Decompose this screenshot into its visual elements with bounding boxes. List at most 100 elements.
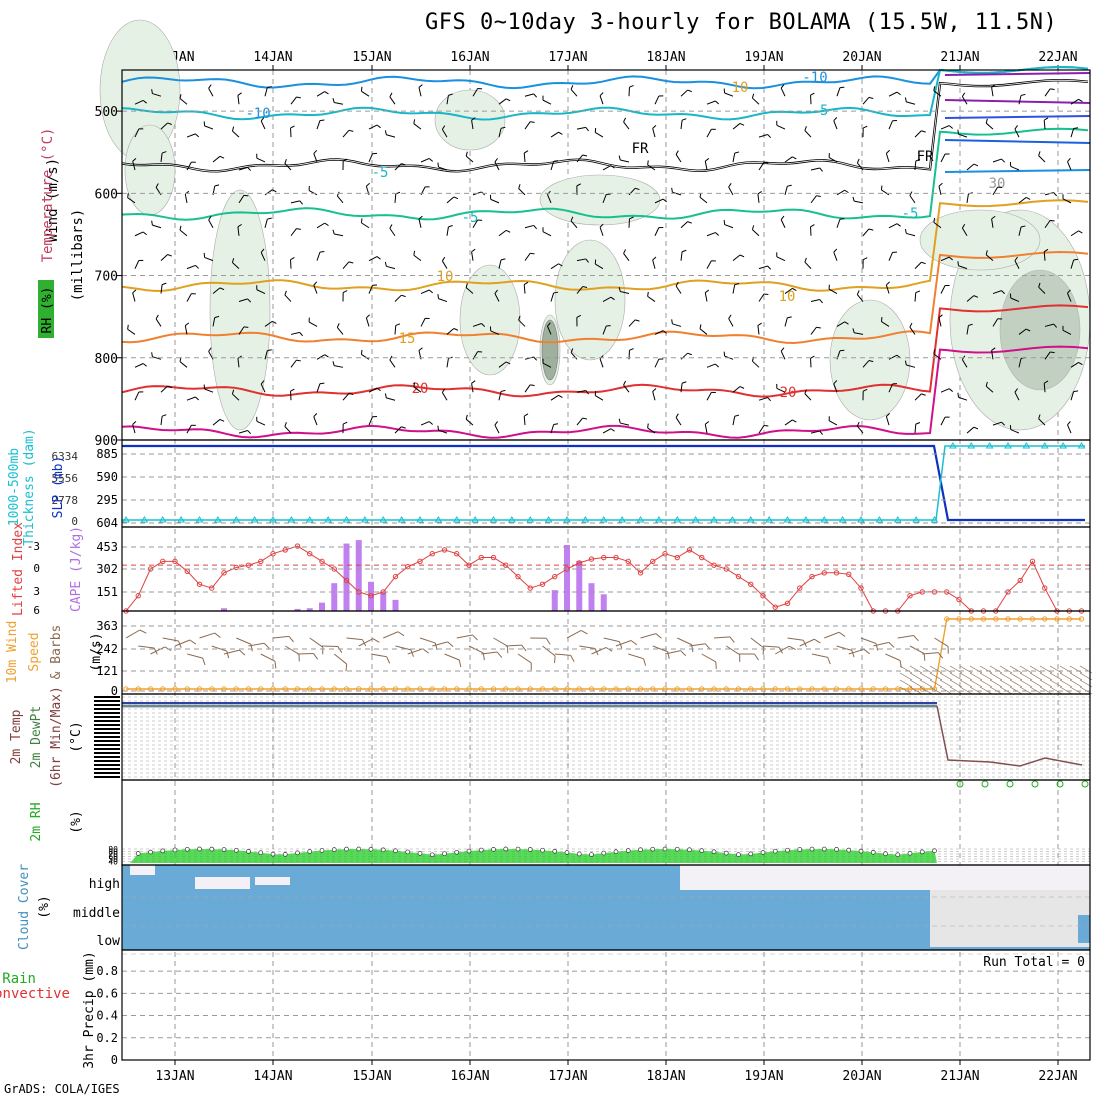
rh-shading (554, 239, 626, 361)
wind10m-barb-flag (863, 648, 870, 655)
wind-barb (264, 320, 277, 327)
wind-barb-flag (195, 133, 200, 138)
cape-bar (564, 544, 570, 611)
wind-barb (498, 98, 511, 105)
rh-marker (393, 848, 398, 854)
wind-barb-flag (723, 220, 726, 225)
wind-barb-staff (313, 153, 318, 163)
thickness-marker (563, 516, 571, 523)
wind-barb-staff (828, 420, 838, 426)
wind-barb-staff (524, 384, 531, 393)
wind-barb-flag (647, 160, 649, 165)
rh-marker (282, 852, 288, 857)
wind-barb (212, 418, 225, 426)
wind-barb-staff (680, 120, 683, 130)
wind-barb-flag (324, 354, 329, 358)
wind-barb-staff (212, 419, 221, 426)
thickness-marker (342, 516, 351, 523)
wind-barb-flag (1062, 194, 1064, 199)
wind-barb-staff (570, 220, 578, 229)
wind-barb-staff (958, 133, 968, 138)
wind-barb-flag (921, 261, 926, 265)
wind-barb-flag (909, 191, 913, 196)
rh-marker (552, 848, 558, 854)
wind-barb (308, 186, 318, 196)
wind-barb-staff (909, 195, 916, 204)
wind-barb-staff (1070, 230, 1079, 237)
thickness-marker (324, 516, 333, 523)
wind-barb-flag (839, 218, 845, 220)
wind-barb (394, 294, 406, 302)
wind-barb-staff (523, 152, 526, 163)
wind-barb-staff (810, 195, 817, 204)
wind-barb-flag (763, 161, 769, 164)
wind10m-dense-barb (969, 665, 983, 674)
li-marker (245, 562, 252, 568)
wind10m-dense-barb (1069, 672, 1083, 681)
wind-barb-flag (610, 296, 615, 301)
wind10m-barb (836, 645, 855, 658)
wind-barb (208, 84, 214, 97)
wind10m-barb (897, 635, 919, 642)
wind-barb-flag (652, 388, 657, 392)
wind-barb-staff (933, 221, 942, 229)
wind-barb-flag (308, 186, 310, 191)
wind-barb-staff (368, 416, 373, 426)
wind-barb (441, 256, 448, 269)
wind10m-barb (542, 645, 556, 664)
contour-label: -5 (372, 165, 389, 181)
temp-tick-label-stack (94, 728, 120, 730)
wind-barb-flag (687, 221, 692, 224)
wind-barb-flag (272, 189, 277, 193)
wind-barb-flag (582, 417, 588, 420)
wind-barb-flag (767, 134, 772, 139)
wind-barb-staff (438, 298, 448, 303)
wind-barb (933, 217, 942, 229)
li-marker (282, 547, 288, 553)
wind-barb (914, 158, 921, 171)
wind10m-barb (321, 645, 343, 653)
wind-barb-flag (715, 100, 720, 105)
wind-barb (909, 322, 916, 335)
wind-barb-flag (1043, 117, 1049, 121)
cape-bar (331, 583, 338, 611)
wind-barb (914, 393, 926, 401)
wind-barb-flag (629, 348, 634, 351)
wind-barb-flag (839, 86, 845, 89)
precip-label-convective: Convective (0, 986, 70, 1002)
wind-barb-flag (833, 117, 838, 122)
wind-label-speed: Speed (27, 632, 42, 671)
wind-barb-staff (1070, 361, 1079, 368)
temp-tick-label-stack (94, 772, 120, 774)
wind-barb-staff (595, 263, 604, 270)
wind-speed-marker (441, 686, 448, 692)
wind-barb-staff (524, 121, 531, 130)
dewpt-marker (956, 780, 964, 788)
wind-barb (991, 84, 996, 97)
wind-barb (732, 414, 740, 426)
wind-barb-staff (992, 186, 999, 196)
wind10m-barb-flag (851, 650, 855, 658)
wind-speed-marker (980, 616, 987, 622)
wind10m-barb-staff (505, 644, 522, 647)
wind-barb-flag (267, 349, 272, 352)
post-isotherm (944, 72, 1091, 76)
wind-barb-staff (836, 321, 845, 327)
wind-y-tick-label: 0 (111, 684, 118, 698)
wind-y-tick-label: 242 (96, 642, 118, 656)
wind-barb (365, 314, 370, 327)
wind-barb-staff (752, 360, 760, 368)
li-marker (711, 562, 717, 568)
wind-barb-staff (472, 219, 479, 229)
wind10m-dense-barb (899, 672, 913, 681)
bottom-date-label: 14JAN (253, 1069, 292, 1084)
wind-barb-flag (161, 151, 167, 154)
wind10m-barb-flag (643, 658, 647, 666)
wind-barb-staff (471, 251, 474, 261)
wind-barb (602, 165, 615, 171)
wind10m-barb-staff (456, 634, 473, 639)
wind-barb-flag (828, 416, 830, 421)
wind10m-barb-flag (570, 655, 575, 662)
wind-barb-flag (715, 232, 720, 236)
wind-barb-flag (389, 92, 393, 98)
